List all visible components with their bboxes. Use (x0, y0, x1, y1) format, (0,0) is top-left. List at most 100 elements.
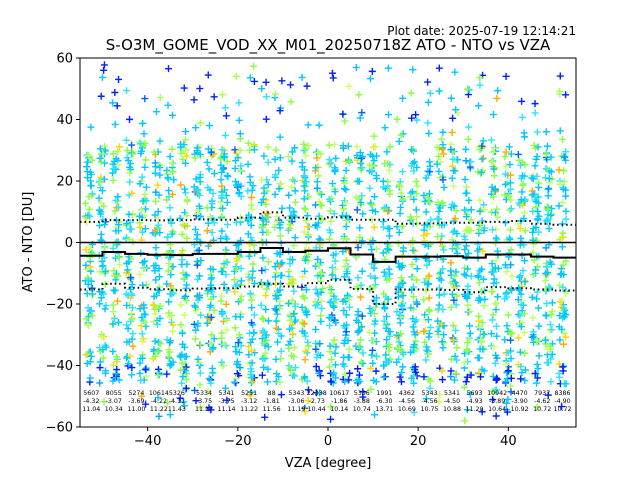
scatter-point (491, 164, 499, 172)
scatter-point (398, 304, 406, 312)
scatter-point (332, 343, 340, 351)
scatter-point (370, 283, 378, 291)
scatter-point (217, 297, 225, 305)
scatter-point (399, 363, 407, 371)
scatter-point (397, 131, 405, 139)
scatter-point (464, 85, 472, 93)
scatter-column (474, 71, 489, 416)
scatter-point (83, 350, 91, 358)
scatter-point (328, 69, 336, 77)
scatter-point (151, 211, 159, 219)
scatter-point (204, 219, 212, 227)
scatter-point (291, 198, 299, 206)
scatter-point (533, 288, 541, 296)
scatter-point (95, 206, 103, 214)
stat-count: 5336 (354, 390, 370, 397)
scatter-point (517, 375, 525, 383)
scatter-point (359, 360, 367, 368)
scatter-point (223, 198, 231, 206)
scatter-point (449, 322, 457, 330)
stat-mean: -3.90 (511, 398, 527, 405)
scatter-point (156, 171, 164, 179)
scatter-point (452, 245, 460, 253)
scatter-point (384, 225, 392, 233)
scatter-point (303, 240, 311, 248)
scatter-point (141, 191, 149, 199)
scatter-point (220, 264, 228, 272)
scatter-point (503, 268, 511, 276)
scatter-point (169, 321, 177, 329)
scatter-point (193, 261, 201, 269)
stat-count: 5343 (288, 390, 304, 397)
scatter-point (217, 268, 225, 276)
scatter-point (244, 230, 252, 238)
scatter-point (223, 326, 231, 334)
scatter-point (325, 141, 333, 149)
scatter-point (492, 412, 500, 420)
stat-mean: -3.89 (489, 398, 505, 405)
scatter-point (122, 136, 130, 144)
scatter-point (250, 146, 258, 154)
scatter-point (165, 309, 173, 317)
scatter-point (271, 190, 279, 198)
scatter-point (164, 233, 172, 241)
scatter-point (423, 221, 431, 229)
scatter-point (128, 371, 136, 379)
scatter-point (129, 314, 137, 322)
scatter-point (440, 331, 448, 339)
scatter-point (112, 276, 120, 284)
scatter-point (291, 144, 299, 152)
scatter-point (223, 286, 231, 294)
scatter-point (506, 235, 514, 243)
scatter-point (275, 185, 283, 193)
scatter-point (137, 322, 145, 330)
scatter-point (480, 302, 488, 310)
scatter-point (84, 280, 92, 288)
scatter-point (422, 287, 430, 295)
stat-mean: -3.88 (354, 398, 370, 405)
scatter-point (534, 207, 542, 215)
scatter-point (380, 290, 388, 298)
scatter-point (453, 344, 461, 352)
scatter-point (342, 256, 350, 264)
scatter-point (85, 322, 93, 330)
scatter-point (156, 94, 164, 102)
scatter-point (327, 217, 335, 225)
scatter-point (89, 190, 97, 198)
scatter-point (288, 324, 296, 332)
scatter-point (277, 355, 285, 363)
stat-std: 10.74 (353, 406, 371, 413)
scatter-point (109, 320, 117, 328)
scatter-point (246, 74, 254, 82)
y-tick-label: 0 (65, 236, 73, 251)
scatter-point (354, 365, 362, 373)
scatter-point (562, 192, 570, 200)
stat-count: 5334 (196, 390, 212, 397)
scatter-point (109, 301, 117, 309)
scatter-point (517, 323, 525, 331)
scatter-point (100, 66, 108, 74)
scatter-point (354, 327, 362, 335)
scatter-point (530, 225, 538, 233)
scatter-point (217, 198, 225, 206)
scatter-point (490, 172, 498, 180)
scatter-point (156, 229, 164, 237)
scatter-point (193, 185, 201, 193)
scatter-point (330, 336, 338, 344)
scatter-point (181, 311, 189, 319)
scatter-point (383, 276, 391, 284)
scatter-point (316, 240, 324, 248)
scatter-point (543, 300, 551, 308)
stat-count: 7937 (534, 390, 550, 397)
scatter-point (489, 396, 497, 404)
scatter-point (490, 268, 498, 276)
scatter-point (543, 358, 551, 366)
scatter-point (192, 175, 200, 183)
scatter-point (380, 204, 388, 212)
scatter-point (314, 350, 322, 358)
scatter-point (380, 362, 388, 370)
scatter-point (125, 210, 133, 218)
scatter-point (368, 67, 376, 75)
scatter-point (219, 165, 227, 173)
scatter-point (113, 353, 121, 361)
